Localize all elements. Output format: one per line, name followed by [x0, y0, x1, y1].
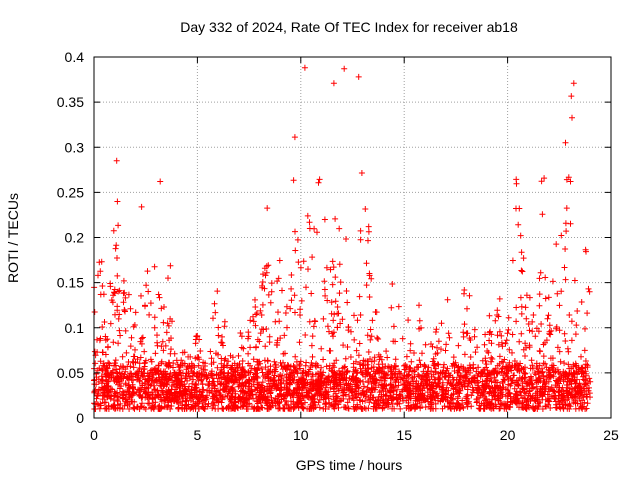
data-points: [91, 64, 594, 412]
grid-lines: [94, 57, 611, 418]
x-tick-label: 25: [603, 427, 619, 443]
y-axis-label: ROTI / TECUs: [5, 193, 21, 283]
y-tick-label: 0.05: [57, 365, 84, 381]
y-tick-label: 0.3: [65, 139, 85, 155]
y-tick-label: 0.35: [57, 94, 84, 110]
x-tick-label: 10: [293, 427, 309, 443]
x-tick-label: 20: [500, 427, 516, 443]
y-tick-label: 0.1: [65, 320, 85, 336]
y-tick-label: 0.2: [65, 230, 85, 246]
x-tick-label: 0: [90, 427, 98, 443]
roti-scatter-points: [91, 64, 594, 412]
y-tick-label: 0: [76, 410, 84, 426]
axis-ticks: 0 0.05 0.1 0.15 0.2 0.25 0.3 0.35 0.4 0 5 10 15 20 25: [57, 49, 619, 443]
y-tick-label: 0.25: [57, 184, 84, 200]
y-tick-label: 0.15: [57, 275, 84, 291]
y-tick-label: 0.4: [65, 49, 85, 65]
x-tick-label: 5: [194, 427, 202, 443]
chart-title: Day 332 of 2024, Rate Of TEC Index for r…: [180, 19, 518, 35]
x-tick-label: 15: [396, 427, 412, 443]
x-axis-label: GPS time / hours: [296, 457, 403, 473]
